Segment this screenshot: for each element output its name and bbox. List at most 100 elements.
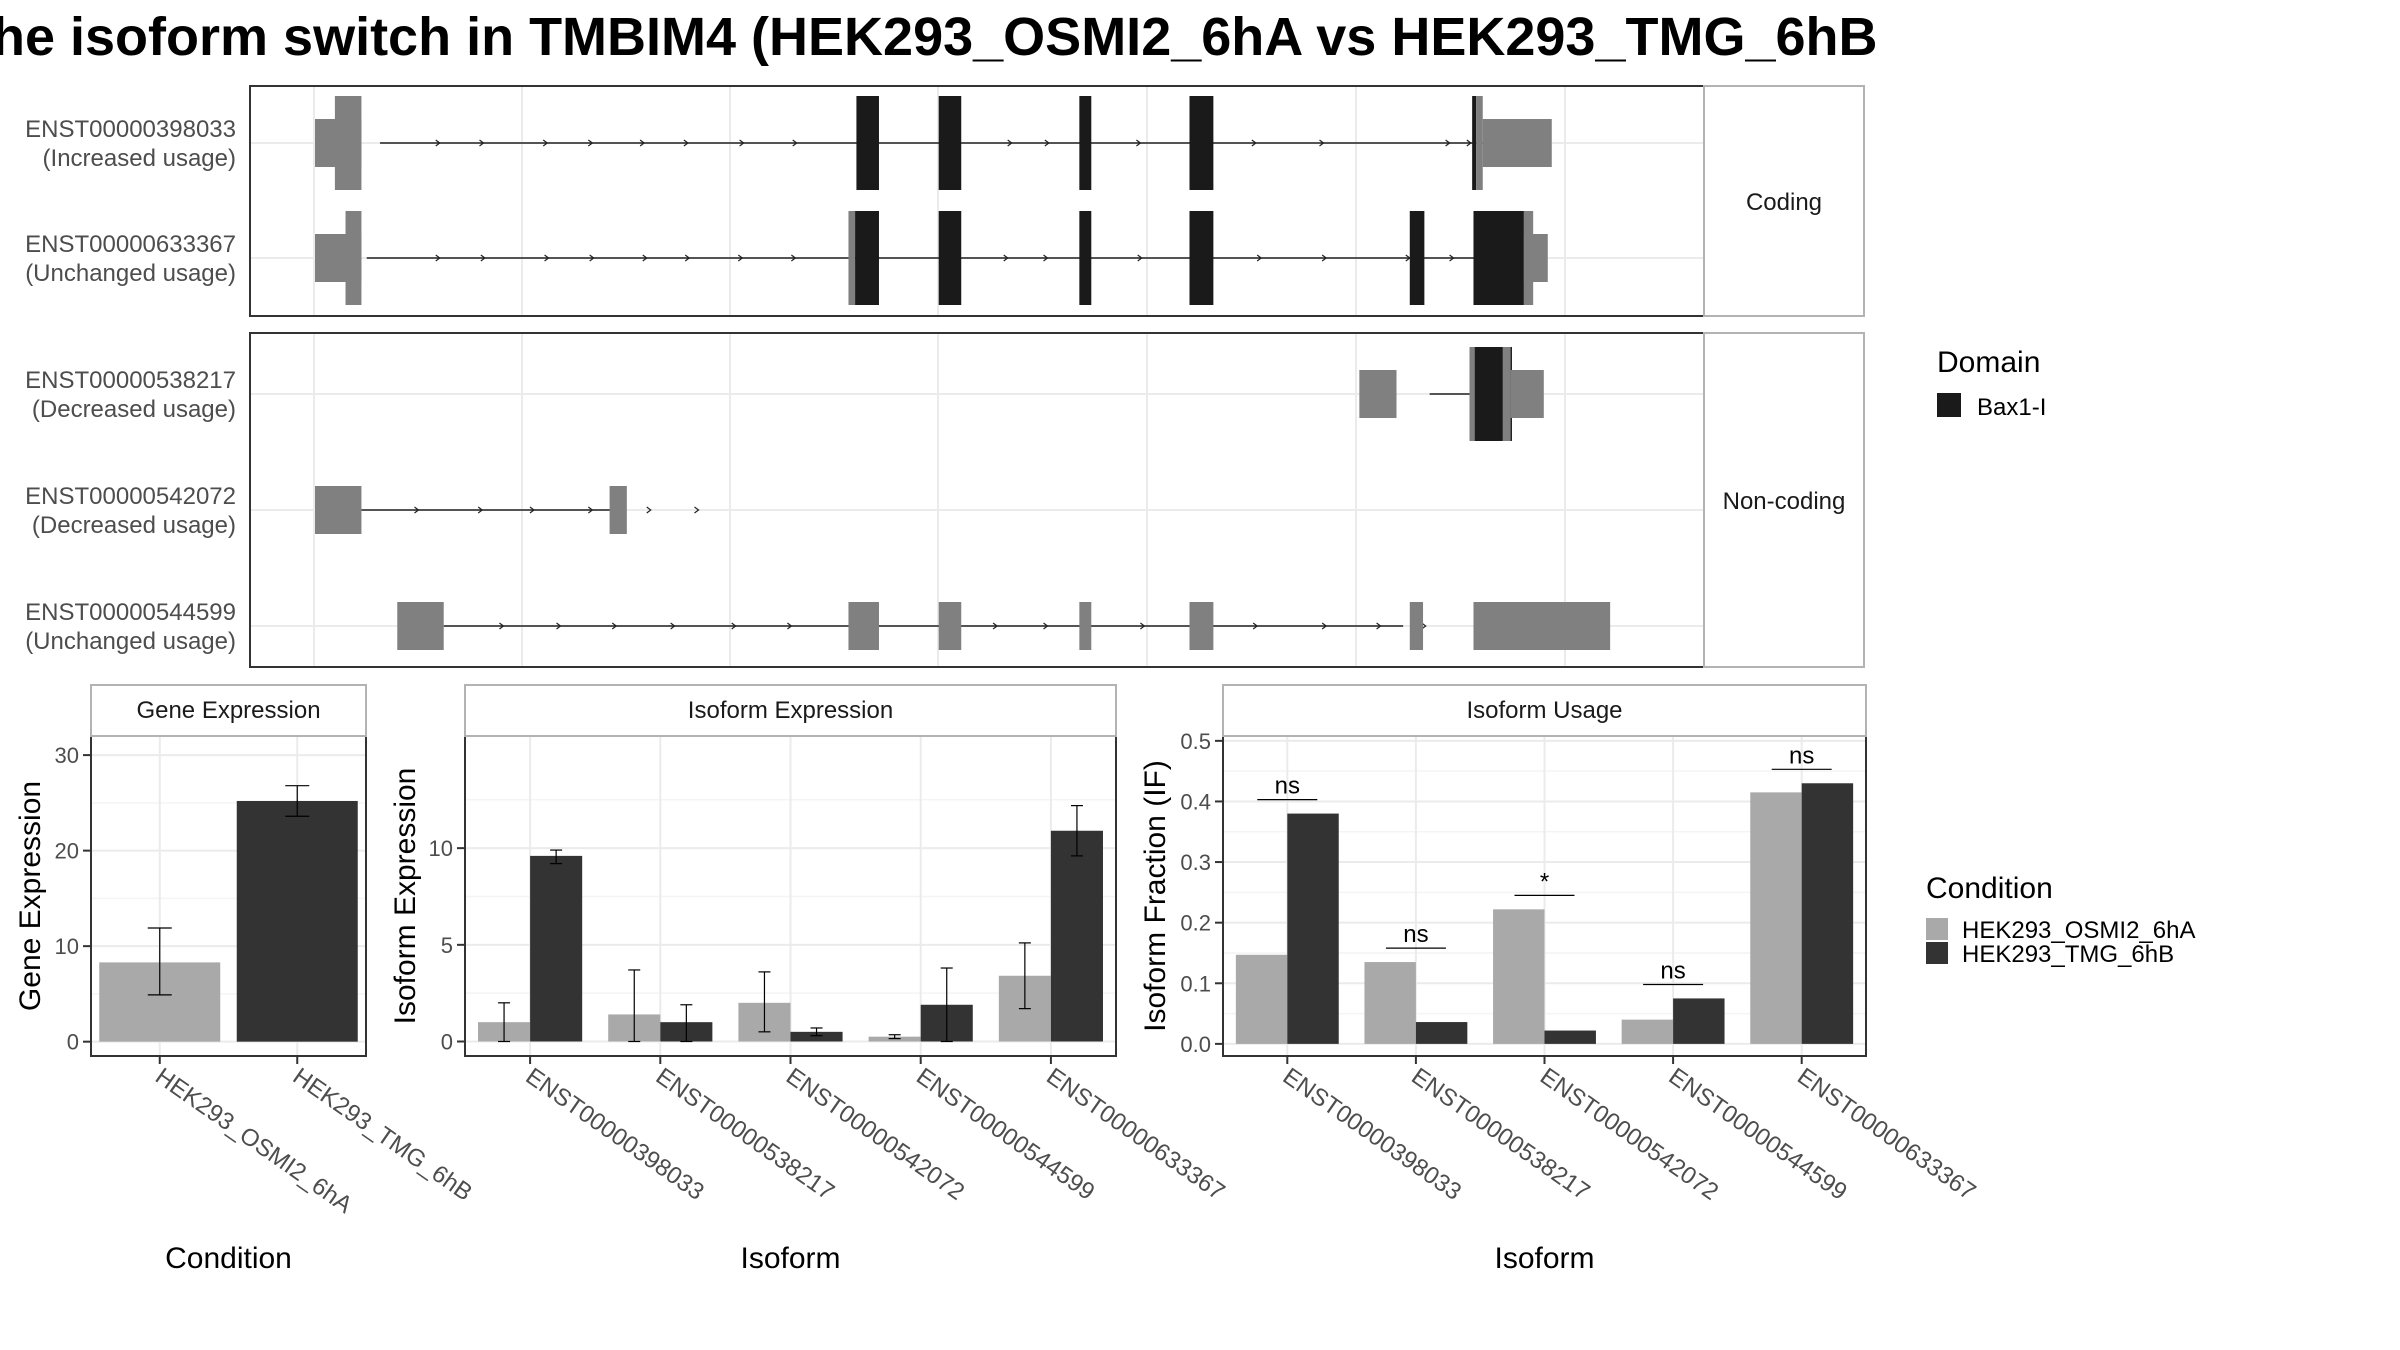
domain-exon [1409, 211, 1425, 305]
transcript-id-label: ENST00000544599 [25, 599, 236, 626]
condition-legend-swatch-a [1926, 918, 1948, 940]
transcript-structure-plot: ENST00000398033(Increased usage) ENST0000… [25, 85, 1865, 668]
intron-direction-arrow [479, 139, 485, 147]
intron-direction-arrow [646, 506, 652, 514]
y-tick-label: 0 [67, 1030, 79, 1055]
intron-direction-arrow [670, 622, 676, 630]
intron-direction-arrow [477, 506, 484, 514]
intron-direction-arrow [1137, 254, 1143, 262]
intron-direction-arrow [1140, 622, 1146, 630]
utr-exon [848, 602, 879, 650]
intron-direction-arrow [1376, 622, 1382, 630]
chart-strip [464, 684, 1117, 737]
transcript-id-label: ENST00000633367 [25, 231, 236, 258]
bar-condition-a [1493, 909, 1545, 1044]
y-tick-label: 0.4 [1180, 789, 1211, 814]
condition-legend: Condition HEK293_OSMI2_6hA HEK293_TMG_6h… [1926, 872, 2195, 968]
chart-title: Isoform Expression [688, 697, 893, 724]
utr-exon [1523, 234, 1548, 282]
y-tick-label: 10 [55, 934, 79, 959]
condition-legend-title: Condition [1926, 872, 2053, 905]
transcript-id-label: ENST00000542072 [25, 483, 236, 510]
intron-direction-arrow [480, 254, 486, 262]
intron-direction-arrow [1044, 139, 1050, 147]
intron-direction-arrow [1445, 139, 1451, 147]
significance-label: ns [1660, 957, 1685, 984]
domain-exon [938, 96, 962, 190]
intron-direction-arrow [683, 139, 689, 147]
intron-direction-arrow [694, 506, 700, 514]
y-tick-label: 0.1 [1180, 971, 1211, 996]
domain-exon [1472, 96, 1477, 190]
chart-title: Isoform Usage [1466, 697, 1622, 724]
bar-condition-b [1673, 998, 1725, 1044]
coding-exon [1476, 96, 1483, 190]
intron-direction-arrow [1252, 622, 1259, 630]
condition-legend-label-a: HEK293_OSMI2_6hA [1962, 917, 2195, 944]
domain-exon [938, 211, 962, 305]
utr-exon [1482, 119, 1552, 167]
structure-panel-bg [250, 333, 1704, 667]
utr-exon [1473, 602, 1611, 650]
x-axis-title: Isoform [740, 1242, 840, 1275]
intron-direction-arrow [499, 622, 505, 630]
y-tick-label: 0.5 [1180, 729, 1211, 754]
intron-direction-arrow [737, 254, 744, 262]
bar-condition-a [1364, 962, 1416, 1044]
bar-condition-b [236, 800, 358, 1042]
transcript-id-label: ENST00000538217 [25, 367, 236, 394]
intron-direction-arrow [1319, 139, 1325, 147]
y-axis-title: Isoform Fraction (IF) [1139, 760, 1172, 1032]
intron-direction-arrow [731, 622, 737, 630]
structure-group-label: Coding [1746, 189, 1822, 216]
x-axis-title: Condition [165, 1242, 292, 1275]
intron-direction-arrow [435, 254, 441, 262]
structure-group-strip [1703, 85, 1865, 317]
intron-direction-arrow [611, 622, 618, 630]
intron-direction-arrow [1043, 254, 1049, 262]
bar-condition-a [1750, 792, 1802, 1044]
transcript-usage-label: (Unchanged usage) [25, 260, 236, 287]
intron-direction-arrow [556, 622, 562, 630]
intron-direction-arrow [639, 139, 646, 147]
intron-direction-arrow [589, 254, 595, 262]
utr-exon [315, 486, 362, 534]
intron-direction-arrow [787, 622, 793, 630]
intron-direction-arrow [1007, 139, 1013, 147]
utr-exon [1510, 370, 1544, 418]
intron-direction-arrow [1043, 622, 1049, 630]
intron-direction-arrow [791, 254, 797, 262]
intron-direction-arrow [1466, 139, 1472, 147]
utr-exon [938, 602, 962, 650]
chart-strip [90, 684, 367, 737]
transcript-usage-label: (Unchanged usage) [25, 628, 236, 655]
intron-direction-arrow [414, 506, 420, 514]
utr-exon [609, 486, 627, 534]
bar-condition-b [790, 1031, 843, 1042]
bar-condition-b [1544, 1030, 1596, 1044]
intron-direction-arrow [587, 506, 594, 514]
domain-legend-swatch [1937, 393, 1961, 417]
structure-group-strip [1703, 332, 1865, 668]
intron-direction-arrow [1256, 254, 1263, 262]
y-axis-title: Isoform Expression [389, 768, 422, 1025]
intron-direction-arrow [544, 254, 550, 262]
intron-direction-arrow [587, 139, 594, 147]
y-axis-title: Gene Expression [14, 781, 47, 1011]
significance-label: * [1540, 868, 1549, 895]
structure-panel-bg [250, 86, 1704, 316]
coding-exon [345, 211, 362, 305]
domain-exon [1189, 211, 1214, 305]
significance-label: ns [1789, 742, 1814, 769]
y-tick-label: 5 [441, 933, 453, 958]
intron-direction-arrow [792, 139, 798, 147]
expression-charts: Gene Expression0102030HEK293_OSMI2_6hAHE… [14, 684, 1980, 1275]
y-tick-label: 0.2 [1180, 911, 1211, 936]
x-axis-title: Isoform [1494, 1242, 1594, 1275]
intron-direction-arrow [1136, 139, 1142, 147]
utr-exon [1079, 602, 1092, 650]
domain-exon [1079, 96, 1092, 190]
domain-legend: Domain Bax1-I [1937, 346, 2046, 421]
intron-direction-arrow [1321, 254, 1328, 262]
